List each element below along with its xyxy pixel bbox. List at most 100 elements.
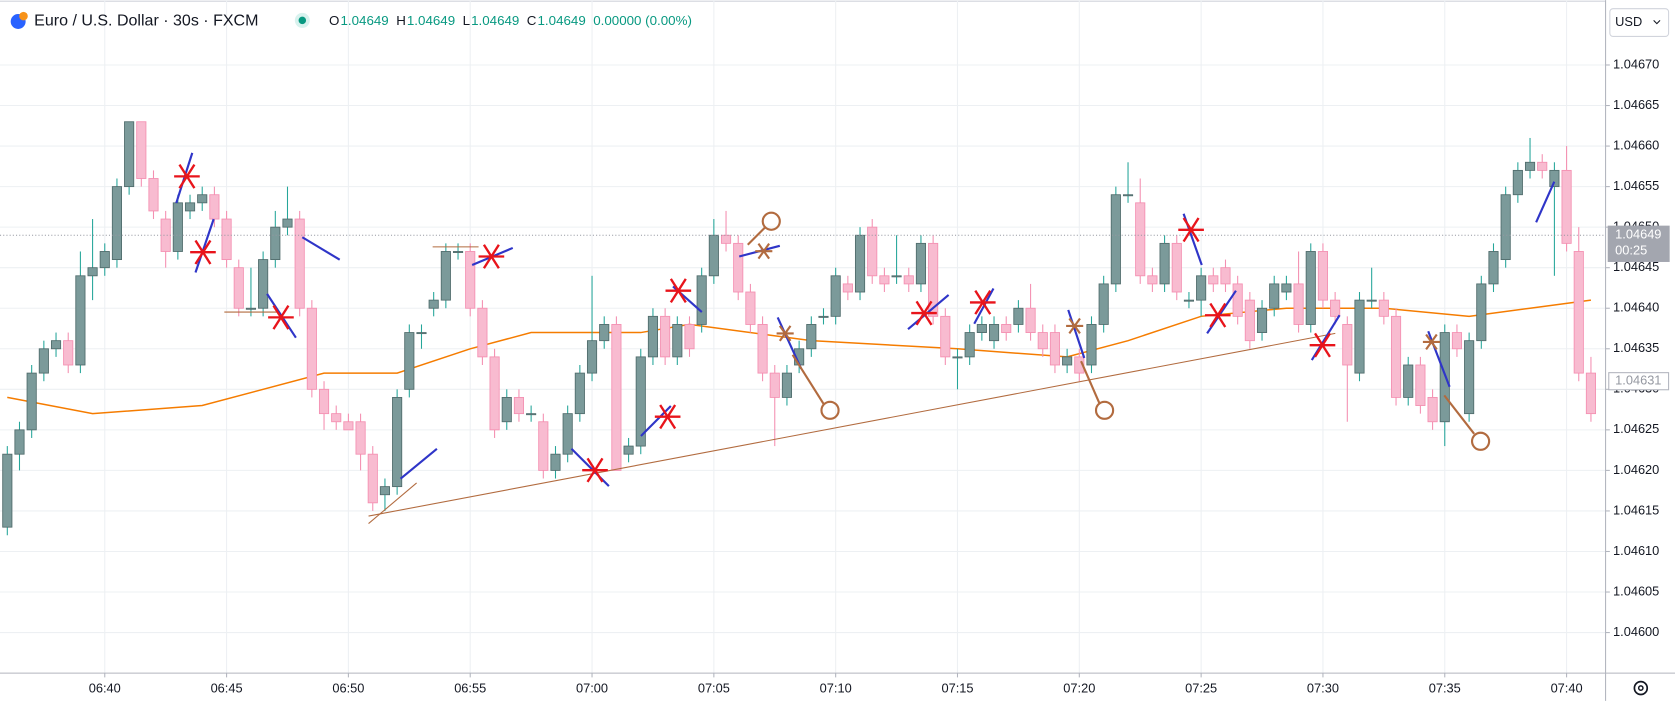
- candle-body: [1330, 299, 1341, 317]
- candle-body: [209, 194, 220, 220]
- candle-body: [769, 372, 780, 398]
- candle-body: [1062, 356, 1073, 366]
- candle-body: [197, 194, 208, 204]
- candle-body: [1573, 251, 1584, 374]
- candle-body: [1025, 307, 1036, 333]
- x-tick-label: 07:25: [1185, 681, 1217, 696]
- drawings: [172, 152, 1556, 524]
- candle-body: [331, 413, 342, 423]
- candle-body: [550, 453, 561, 471]
- candle-body: [306, 307, 317, 390]
- candle-body: [647, 315, 659, 358]
- candle-body: [258, 259, 269, 309]
- candle-body: [282, 218, 293, 228]
- currency[interactable]: USD: [1615, 14, 1642, 29]
- price-scale[interactable]: [1605, 0, 1675, 701]
- candle-body: [1585, 372, 1597, 415]
- circle-mark[interactable]: [1094, 400, 1115, 420]
- candle-body: [1415, 364, 1426, 406]
- candle-body: [1512, 169, 1523, 196]
- candle-body: [988, 324, 1000, 342]
- candle-body: [1110, 194, 1121, 285]
- candle-body: [221, 218, 232, 261]
- candle-body: [1378, 299, 1389, 317]
- candle-body: [1305, 251, 1316, 325]
- candle-body: [63, 340, 74, 366]
- candle-body: [867, 226, 878, 277]
- candle-body: [1098, 283, 1109, 325]
- candle-body: [136, 121, 147, 179]
- candle-body: [1074, 356, 1085, 374]
- candle-body: [806, 324, 817, 350]
- grid: [0, 0, 1606, 674]
- y-tick-label: 1.04620: [1613, 462, 1659, 477]
- stroke[interactable]: [1443, 394, 1476, 435]
- candle-body: [75, 275, 86, 366]
- ohlc-value: 1.04649: [340, 13, 388, 28]
- candle-body: [1196, 275, 1207, 301]
- candle-body: [708, 234, 719, 277]
- candle-body: [379, 486, 391, 496]
- trend-line[interactable]: [368, 482, 417, 524]
- candle-body: [1001, 324, 1012, 333]
- candle-body: [854, 234, 866, 293]
- stroke[interactable]: [1067, 309, 1086, 359]
- candle-body: [245, 307, 257, 310]
- candle-body: [903, 275, 914, 285]
- y-tick-label: 1.04615: [1613, 502, 1659, 517]
- last-price-label: 1.04649: [1615, 227, 1661, 242]
- currency-dropdown[interactable]: USD: [1609, 8, 1670, 37]
- candle-body: [1354, 299, 1365, 374]
- dropdown-box[interactable]: [1609, 8, 1670, 37]
- y-tick-label: 1.04605: [1613, 583, 1659, 598]
- candle-body: [1390, 315, 1402, 398]
- settings[interactable]: [1633, 680, 1649, 696]
- candle-body: [148, 178, 159, 212]
- candle-body: [781, 372, 793, 398]
- y-tick-label: 1.04640: [1613, 300, 1659, 315]
- candle-body: [1244, 299, 1255, 342]
- candle-body: [1183, 299, 1195, 302]
- stroke[interactable]: [1080, 360, 1101, 404]
- stroke[interactable]: [791, 354, 825, 405]
- stroke[interactable]: [194, 218, 215, 273]
- candle-body: [1086, 324, 1097, 366]
- stroke[interactable]: [301, 236, 341, 261]
- stroke[interactable]: [175, 152, 194, 204]
- candle-body: [660, 315, 671, 358]
- candle-body: [343, 421, 354, 431]
- candle-body: [1281, 283, 1292, 293]
- circle-mark[interactable]: [761, 211, 781, 231]
- x-tick-label: 07:20: [1063, 681, 1095, 696]
- settings-icon[interactable]: [1633, 680, 1649, 696]
- candle-body: [1049, 332, 1061, 366]
- stroke[interactable]: [747, 226, 766, 246]
- candle-body: [1427, 396, 1438, 423]
- candle-body: [526, 413, 537, 416]
- trend-line[interactable]: [368, 332, 1336, 517]
- ohlc-value: 1.04649: [407, 13, 455, 28]
- candle-body: [1171, 242, 1182, 293]
- candle-body: [428, 299, 439, 309]
- symbol-title[interactable]: Euro / U.S. Dollar · 30s · FXCM: [34, 12, 258, 30]
- candle-body: [184, 202, 196, 212]
- candle-body: [318, 388, 330, 415]
- candle-body: [976, 324, 987, 333]
- candle-body: [599, 324, 610, 342]
- y-tick-label: 1.04635: [1613, 340, 1659, 355]
- candle-body: [1135, 202, 1146, 277]
- stroke[interactable]: [1535, 181, 1556, 223]
- candle-body: [367, 453, 378, 504]
- candle-body: [477, 307, 488, 358]
- candle-body: [1549, 169, 1560, 188]
- candle-body: [757, 324, 768, 374]
- candle-body: [452, 251, 464, 253]
- stroke[interactable]: [399, 447, 438, 480]
- circle-mark[interactable]: [1470, 431, 1491, 451]
- x-tick-label: 07:40: [1551, 681, 1583, 696]
- stroke[interactable]: [570, 448, 610, 487]
- circle-mark[interactable]: [820, 400, 840, 420]
- stroke[interactable]: [640, 405, 672, 437]
